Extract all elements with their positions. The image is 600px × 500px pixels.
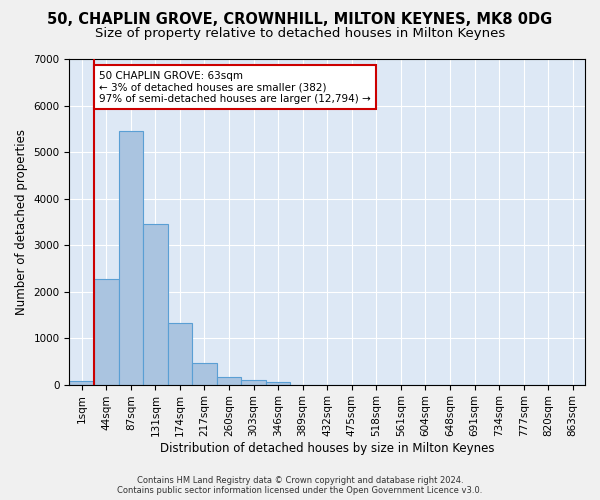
Bar	[70, 381, 94, 384]
Bar	[266, 382, 290, 384]
X-axis label: Distribution of detached houses by size in Milton Keynes: Distribution of detached houses by size …	[160, 442, 494, 455]
Bar	[167, 323, 192, 384]
Bar	[143, 224, 167, 384]
Text: Contains HM Land Registry data © Crown copyright and database right 2024.
Contai: Contains HM Land Registry data © Crown c…	[118, 476, 482, 495]
Text: Size of property relative to detached houses in Milton Keynes: Size of property relative to detached ho…	[95, 28, 505, 40]
Y-axis label: Number of detached properties: Number of detached properties	[15, 129, 28, 315]
Bar	[241, 380, 266, 384]
Text: 50, CHAPLIN GROVE, CROWNHILL, MILTON KEYNES, MK8 0DG: 50, CHAPLIN GROVE, CROWNHILL, MILTON KEY…	[47, 12, 553, 28]
Bar	[94, 278, 119, 384]
Text: 50 CHAPLIN GROVE: 63sqm
← 3% of detached houses are smaller (382)
97% of semi-de: 50 CHAPLIN GROVE: 63sqm ← 3% of detached…	[99, 70, 371, 104]
Bar	[217, 377, 241, 384]
Bar	[192, 362, 217, 384]
Bar	[119, 131, 143, 384]
